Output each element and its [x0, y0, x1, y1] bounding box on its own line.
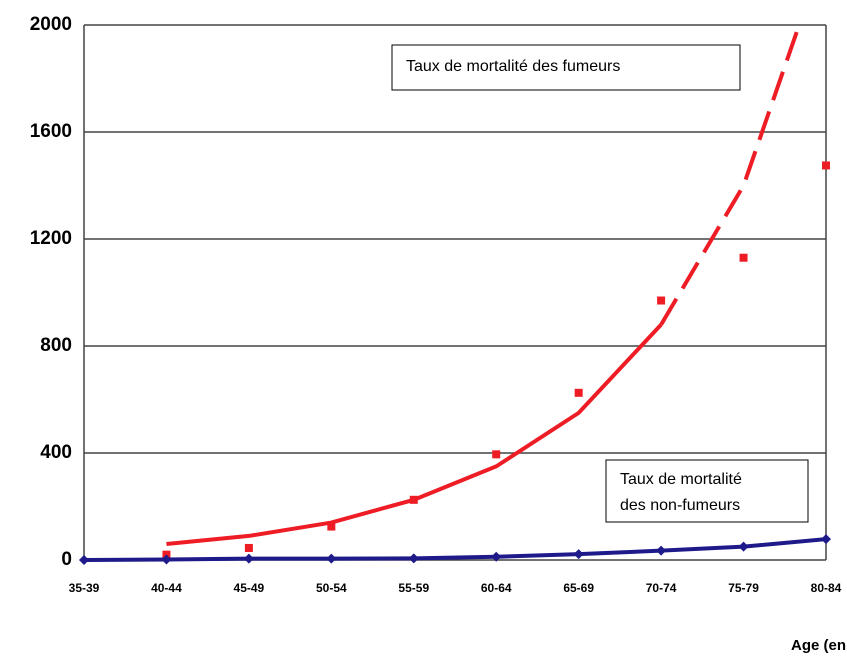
y-tick-label: 0 — [61, 549, 72, 570]
data-point — [408, 553, 419, 564]
series-line — [84, 537, 826, 562]
data-point — [326, 553, 337, 564]
data-point — [574, 388, 583, 397]
annotation: Taux de mortalité — [620, 471, 742, 488]
x-tick-label: 35-39 — [69, 581, 100, 595]
data-point — [244, 543, 253, 552]
data-point — [738, 541, 749, 552]
plot: 0 400 800 1200 1600 2000 35-39 40-44 45-49 50-54 5… — [30, 14, 842, 595]
x-tick-label: 80-84 — [811, 581, 842, 595]
y-tick-label: 400 — [40, 442, 72, 463]
annotation-box — [391, 44, 741, 91]
series-line — [659, 25, 802, 326]
data-point — [657, 296, 666, 305]
x-tick-label: 45-49 — [234, 581, 265, 595]
data-point — [739, 253, 748, 262]
x-tick-label: 55-59 — [398, 581, 429, 595]
data-point — [656, 545, 667, 556]
data-point — [161, 554, 172, 565]
y-tick-label: 1200 — [30, 228, 72, 249]
data-point — [327, 522, 336, 531]
data-point — [822, 161, 830, 170]
data-point — [243, 553, 254, 564]
y-tick-label: 2000 — [30, 14, 72, 35]
data-point — [573, 549, 584, 560]
y-tick-label: 800 — [40, 335, 72, 356]
y-tick-label: 1600 — [30, 121, 72, 142]
x-tick-label: 75-79 — [728, 581, 759, 595]
data-point — [491, 551, 502, 562]
series-line — [166, 323, 663, 546]
x-tick-label: 70-74 — [646, 581, 677, 595]
annotation: des non-fumeurs — [620, 497, 740, 514]
x-axis-label: Age (en — [791, 637, 846, 654]
x-tick-label: 50-54 — [316, 581, 347, 595]
x-tick-label: 65-69 — [563, 581, 594, 595]
data-point — [821, 534, 831, 545]
x-tick-label: 40-44 — [151, 581, 182, 595]
annotation: Taux de mortalité des fumeurs — [406, 58, 620, 75]
data-point — [79, 555, 89, 565]
x-tick-label: 60-64 — [481, 581, 512, 595]
annotation-box — [605, 459, 809, 523]
data-point — [492, 450, 501, 459]
